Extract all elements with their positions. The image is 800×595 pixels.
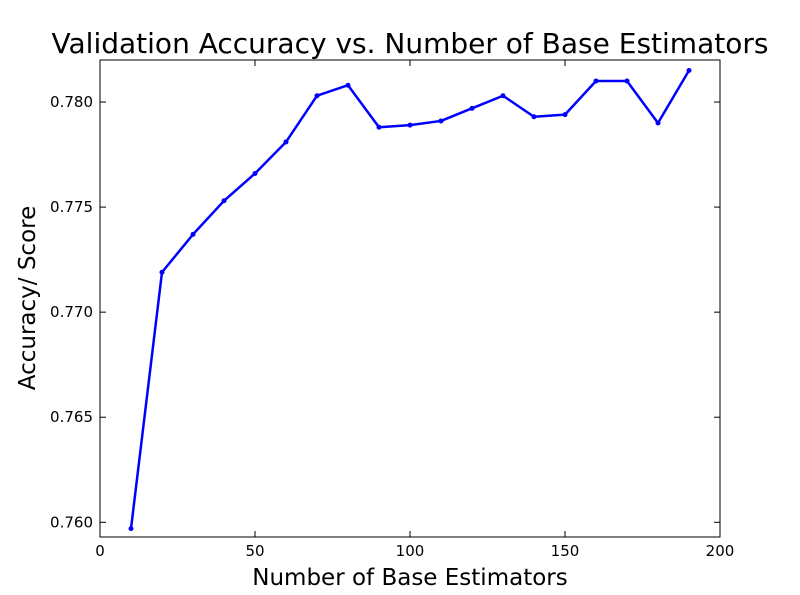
y-axis-label: Accuracy/ Score: [15, 206, 41, 390]
data-point: [345, 82, 351, 88]
series-line: [129, 69, 691, 529]
x-tick-label: 200: [706, 542, 735, 560]
plot-frame: [99, 59, 721, 538]
data-point: [593, 78, 599, 84]
y-tick-label: 0.760: [50, 513, 93, 531]
data-point: [686, 68, 692, 74]
y-tick-label: 0.780: [50, 93, 93, 111]
x-tick-label: 50: [245, 542, 264, 560]
data-point: [562, 112, 568, 118]
y-tick-label: 0.775: [50, 198, 93, 216]
data-point: [314, 93, 320, 99]
y-axis: 0.760 0.765 0.770 0.775 0.780: [50, 93, 720, 531]
data-point: [221, 198, 227, 204]
data-point: [376, 124, 382, 130]
data-point: [655, 120, 661, 126]
data-point: [283, 139, 289, 145]
x-tick-label: 100: [396, 542, 425, 560]
data-point: [469, 105, 475, 111]
y-tick-label: 0.770: [50, 303, 93, 321]
x-tick-label: 150: [551, 542, 580, 560]
data-point: [159, 269, 165, 275]
data-point: [438, 118, 444, 124]
data-point: [190, 231, 196, 237]
chart-title: Validation Accuracy vs. Number of Base E…: [52, 27, 769, 60]
data-point: [624, 78, 630, 84]
data-point: [252, 170, 258, 176]
y-tick-label: 0.765: [50, 408, 93, 426]
data-point: [500, 93, 506, 99]
x-axis: 0 50 100 150 200: [95, 60, 734, 560]
plot-area: [128, 68, 692, 532]
data-point: [128, 526, 134, 532]
x-axis-label: Number of Base Estimators: [252, 565, 567, 591]
data-point: [407, 122, 413, 128]
x-tick-label: 0: [95, 542, 105, 560]
data-point: [531, 114, 537, 120]
